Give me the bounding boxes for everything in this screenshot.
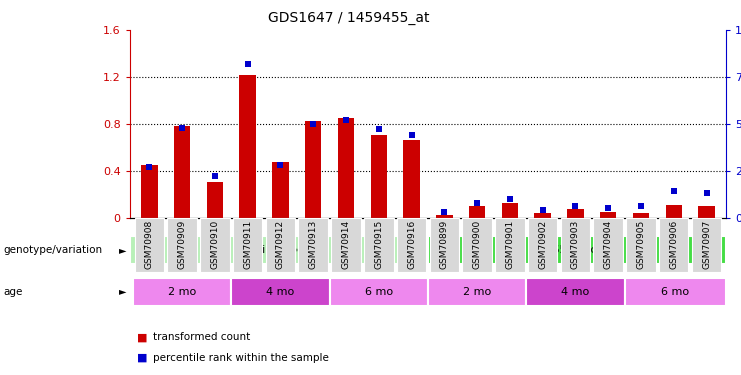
Text: wild type: wild type [253,245,305,255]
Bar [266,217,295,272]
Bar [528,217,557,272]
Bar [299,217,328,272]
Bar [130,236,428,264]
Bar [495,217,525,272]
Text: GDS1647 / 1459455_at: GDS1647 / 1459455_at [268,11,429,25]
Text: ►: ► [119,286,126,297]
Bar [567,209,584,218]
Bar [600,211,617,217]
Text: GSM70910: GSM70910 [210,220,219,270]
Bar [692,217,721,272]
Bar [698,206,715,218]
Bar [135,217,164,272]
Bar [133,278,231,306]
Bar [534,213,551,217]
Text: GSM70913: GSM70913 [309,220,318,270]
Bar [626,217,656,272]
Bar [428,278,526,306]
Bar [659,217,688,272]
Text: 4 mo: 4 mo [266,286,295,297]
Bar [167,217,197,272]
Bar [665,205,682,218]
Text: GSM70909: GSM70909 [178,220,187,270]
Text: 4 mo: 4 mo [561,286,590,297]
Bar [174,126,190,218]
Bar [436,215,453,217]
Text: GSM70900: GSM70900 [473,220,482,270]
Text: GSM70915: GSM70915 [374,220,383,270]
Text: GSM70907: GSM70907 [702,220,711,270]
Bar [430,217,459,272]
Text: rpe65 knockout: rpe65 knockout [534,245,620,255]
Text: ■: ■ [137,353,147,363]
Bar [338,118,354,218]
Bar [305,122,322,218]
Text: GSM70901: GSM70901 [505,220,514,270]
Text: GSM70905: GSM70905 [637,220,645,270]
Bar [462,217,492,272]
Text: GSM70903: GSM70903 [571,220,580,270]
Bar [625,278,726,306]
Bar [330,278,428,306]
Bar [633,213,649,217]
Bar [331,217,361,272]
Text: GSM70911: GSM70911 [243,220,252,270]
Text: 2 mo: 2 mo [463,286,491,297]
Bar [207,182,223,218]
Text: 2 mo: 2 mo [168,286,196,297]
Text: genotype/variation: genotype/variation [4,245,103,255]
Bar [502,203,518,217]
Bar [561,217,590,272]
Text: 6 mo: 6 mo [365,286,393,297]
Bar [428,236,726,264]
Text: GSM70912: GSM70912 [276,220,285,269]
Text: ►: ► [119,245,126,255]
Bar [403,140,419,218]
Bar [141,165,158,218]
Bar [231,278,330,306]
Text: GSM70904: GSM70904 [604,220,613,269]
Text: ■: ■ [137,333,147,342]
Bar [370,135,387,218]
Bar [396,217,426,272]
Bar [526,278,625,306]
Text: GSM70899: GSM70899 [440,220,449,270]
Bar [364,217,393,272]
Bar [239,75,256,217]
Bar [233,217,262,272]
Text: percentile rank within the sample: percentile rank within the sample [153,353,329,363]
Text: transformed count: transformed count [153,333,250,342]
Text: age: age [4,286,23,297]
Bar [272,162,289,218]
Text: GSM70902: GSM70902 [538,220,547,269]
Bar [200,217,230,272]
Text: GSM70908: GSM70908 [144,220,154,270]
Text: GSM70916: GSM70916 [407,220,416,270]
Bar [469,206,485,218]
Text: GSM70906: GSM70906 [669,220,678,270]
Bar [594,217,623,272]
Text: 6 mo: 6 mo [661,286,689,297]
Text: GSM70914: GSM70914 [342,220,350,269]
